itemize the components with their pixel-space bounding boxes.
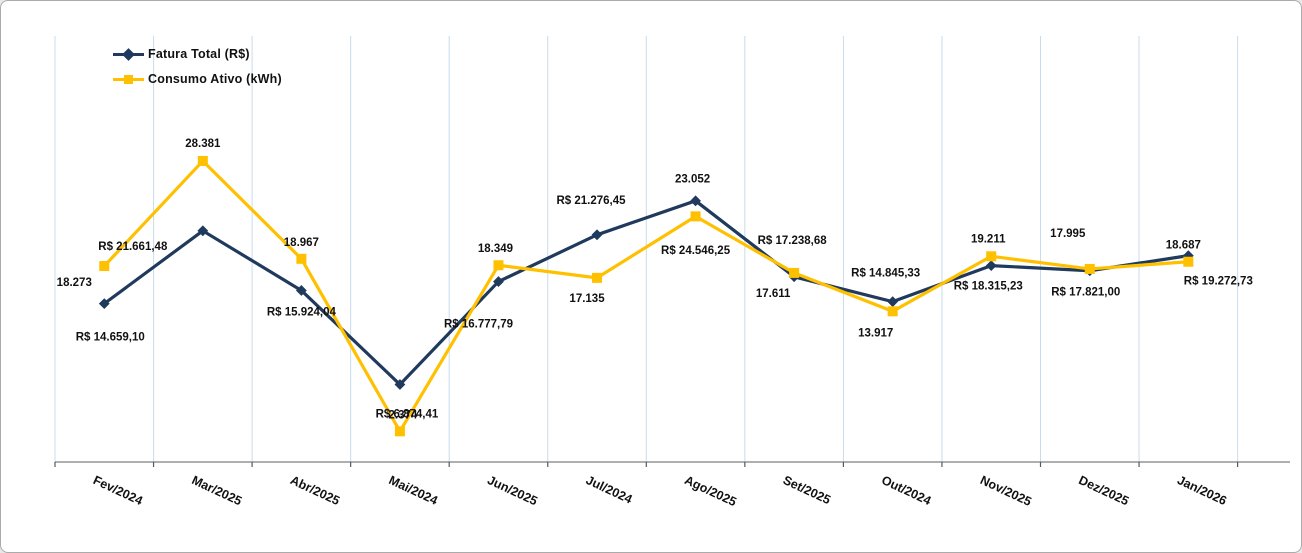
fatura-line-swatch <box>113 45 144 63</box>
data-point-marker-square <box>1183 257 1193 267</box>
data-point-marker-square <box>789 268 799 278</box>
x-axis-label: Fev/2024 <box>91 473 145 508</box>
x-axis-label: Mai/2024 <box>387 473 440 508</box>
data-label: 17.995 <box>1050 228 1086 240</box>
x-axis-label: Mar/2025 <box>190 473 244 508</box>
data-point-marker-square <box>395 426 405 436</box>
x-axis-label: Set/2025 <box>781 473 833 507</box>
data-label: 13.917 <box>858 327 893 339</box>
data-label: 23.052 <box>675 173 710 185</box>
data-label: 28.381 <box>185 138 221 150</box>
data-label: R$ 21.276,45 <box>556 195 626 207</box>
data-label: R$ 17.821,00 <box>1051 287 1120 299</box>
data-point-marker-square <box>691 211 701 221</box>
data-label: R$ 6.874,41 <box>376 409 439 421</box>
data-label: R$ 14.659,10 <box>76 332 145 344</box>
data-label: R$ 18.315,23 <box>954 281 1023 293</box>
x-axis-label: Jul/2024 <box>584 473 635 507</box>
x-axis-label: Nov/2025 <box>978 473 1034 509</box>
data-label: 17.611 <box>756 288 791 300</box>
data-label: 18.967 <box>284 237 319 249</box>
data-point-marker-square <box>1085 264 1095 274</box>
data-label: R$ 14.845,33 <box>851 268 920 280</box>
data-label: 18.273 <box>57 277 92 289</box>
data-label: R$ 17.238,68 <box>758 235 828 247</box>
data-point-marker-square <box>592 273 602 283</box>
data-label: R$ 24.546,25 <box>661 245 731 257</box>
square-marker-icon <box>124 75 133 84</box>
legend-item-consumo: Consumo Ativo (kWh) <box>113 70 282 88</box>
data-label: 18.349 <box>478 243 513 255</box>
data-point-marker-square <box>986 251 996 261</box>
data-point-marker-diamond <box>986 260 997 271</box>
diamond-marker-icon <box>122 48 135 61</box>
data-point-marker-square <box>99 261 109 271</box>
legend-label-consumo: Consumo Ativo (kWh) <box>148 72 282 86</box>
x-axis-label: Out/2024 <box>879 473 933 508</box>
data-point-marker-square <box>198 156 208 166</box>
x-axis-label: Jan/2026 <box>1175 473 1229 508</box>
data-label: R$ 21.661,48 <box>98 241 168 253</box>
legend-item-fatura: Fatura Total (R$) <box>113 45 282 63</box>
legend-label-fatura: Fatura Total (R$) <box>148 47 250 61</box>
data-label: R$ 15.924,04 <box>267 306 337 318</box>
data-point-marker-diamond <box>592 229 603 240</box>
data-point-marker-square <box>493 260 503 270</box>
data-label: R$ 19.272,73 <box>1184 276 1253 288</box>
data-label: 17.135 <box>569 293 605 305</box>
x-axis-label: Jun/2025 <box>485 473 539 508</box>
x-axis-label: Ago/2025 <box>682 473 738 509</box>
x-axis-label: Dez/2025 <box>1077 473 1131 508</box>
data-point-marker-diamond <box>887 296 898 307</box>
data-point-marker-square <box>296 254 306 264</box>
line-chart-figure: 18.27328.38118.9672.37418.34917.13523.05… <box>0 0 1302 553</box>
x-axis-label: Abr/2025 <box>288 473 342 508</box>
consumo-line-swatch <box>113 70 144 88</box>
data-label: 18.687 <box>1166 240 1201 252</box>
chart-legend: Fatura Total (R$) Consumo Ativo (kWh) <box>113 45 282 95</box>
data-point-marker-square <box>888 306 898 316</box>
data-label: R$ 16.777,79 <box>444 319 513 331</box>
data-label: 19.211 <box>971 233 1006 245</box>
